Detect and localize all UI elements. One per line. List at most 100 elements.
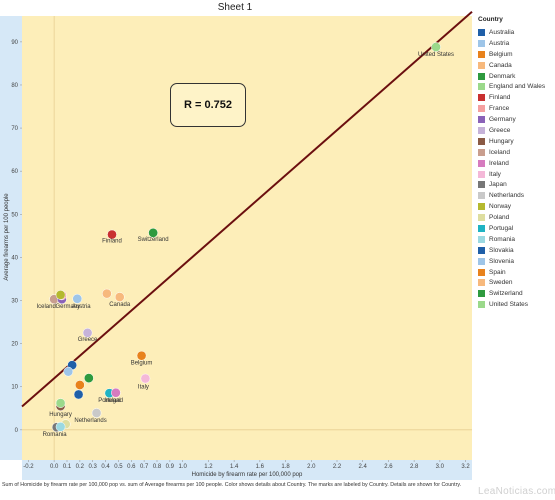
x-axis-band (22, 460, 472, 480)
point-label: Hungary (49, 412, 72, 418)
legend-label: Canada (489, 61, 512, 69)
legend-label: Netherlands (489, 192, 525, 200)
point-united-states[interactable] (431, 42, 441, 52)
x-tick-label: 0.2 (76, 464, 85, 470)
watermark: LeaNoticias.com (478, 486, 555, 497)
point-australia[interactable] (73, 389, 84, 400)
x-axis-ticks: -0.2 0.0 0.1 0.2 0.3 0.4 0.5 0.6 0.7 0.8 0.9 1.0 1.2… (23, 460, 470, 470)
legend-label: France (489, 105, 510, 113)
point-label: Austria (72, 304, 91, 310)
legend-swatch (478, 116, 485, 124)
legend-item[interactable]: Denmark (478, 71, 554, 82)
point-label: United States (418, 52, 454, 58)
legend-item[interactable]: Ireland (478, 158, 554, 169)
legend-label: Norway (489, 203, 512, 211)
point-slovenia[interactable] (63, 366, 74, 377)
x-tick-label: 2.2 (333, 464, 342, 470)
legend-swatch (478, 148, 485, 156)
point-denmark[interactable] (84, 373, 94, 383)
point-switzerland[interactable] (148, 227, 158, 238)
x-tick-label: 0.5 (114, 464, 123, 470)
legend-swatch (478, 39, 485, 47)
point-greece[interactable] (82, 327, 93, 338)
legend-item[interactable]: Romania (478, 234, 554, 245)
legend-label: Austria (489, 39, 510, 47)
x-tick-label: 0.8 (153, 464, 162, 470)
point-label: Romania (43, 432, 68, 438)
x-tick-label: 0.1 (63, 464, 72, 470)
legend-item[interactable]: Netherlands (478, 190, 554, 201)
legend-item[interactable]: France (478, 103, 554, 114)
legend-item[interactable]: Sweden (478, 277, 554, 288)
point-romania[interactable] (55, 421, 66, 432)
legend-label: Australia (489, 28, 515, 36)
x-tick-label: 0.4 (101, 464, 110, 470)
x-tick-label: 2.4 (359, 464, 368, 470)
legend-item[interactable]: Greece (478, 125, 554, 136)
point-label: Greece (78, 337, 98, 343)
y-tick-label: 50 (11, 212, 18, 218)
point-austria[interactable] (72, 293, 83, 304)
legend-item[interactable]: Italy (478, 169, 554, 180)
trend-line (21, 10, 473, 408)
point-canada[interactable] (114, 292, 125, 302)
legend-item[interactable]: Switzerland (478, 288, 554, 299)
legend-item[interactable]: Slovakia (478, 245, 554, 256)
legend-swatch (478, 170, 485, 178)
point-spain[interactable] (75, 380, 85, 390)
point-ireland[interactable] (111, 387, 121, 398)
point-england-and-wales[interactable] (55, 398, 66, 408)
x-tick-label: 0.6 (127, 464, 136, 470)
point-sweden[interactable] (102, 288, 112, 299)
legend-item[interactable]: Belgium (478, 49, 554, 60)
y-tick-label: 20 (11, 342, 18, 348)
legend-item[interactable]: Canada (478, 60, 554, 71)
point-label: Finland (102, 239, 122, 245)
legend-swatch (478, 159, 485, 167)
legend-label: United States (489, 301, 529, 309)
legend-swatch (478, 290, 485, 298)
legend-label: Switzerland (489, 290, 523, 298)
legend-swatch (478, 126, 485, 134)
legend-label: Spain (489, 268, 506, 276)
legend-item[interactable]: Poland (478, 212, 554, 223)
legend-swatch (478, 105, 485, 113)
legend-item[interactable]: Hungary (478, 136, 554, 147)
correlation-annotation: R = 0.752 (170, 83, 246, 127)
legend-label: Belgium (489, 50, 513, 58)
legend-item[interactable]: Slovenia (478, 256, 554, 267)
point-finland[interactable] (107, 229, 117, 240)
color-legend: Country Australia Austria Belgium Canada Den… (478, 16, 554, 310)
x-tick-label: 0.7 (140, 464, 149, 470)
point-netherlands[interactable] (91, 408, 102, 418)
legend-item[interactable]: Germany (478, 114, 554, 125)
legend-item[interactable]: Japan (478, 179, 554, 190)
sheet-title: Sheet 1 (217, 2, 253, 13)
point-label: Portugal (98, 398, 120, 404)
legend-item[interactable]: Spain (478, 267, 554, 278)
legend-swatch (478, 192, 485, 200)
legend-swatch (478, 50, 485, 58)
legend-swatch (478, 279, 485, 287)
points-layer (49, 42, 441, 433)
point-norway[interactable] (55, 290, 66, 300)
legend-label: Iceland (489, 148, 510, 156)
legend-items: Australia Austria Belgium Canada Denmark Engl… (478, 27, 554, 310)
point-belgium[interactable] (136, 350, 147, 361)
point-label: Netherlands (74, 418, 106, 424)
y-tick-label: 0 (15, 428, 19, 434)
legend-item[interactable]: England and Wales (478, 81, 554, 92)
legend-label: Germany (489, 116, 516, 124)
point-italy[interactable] (140, 373, 151, 384)
legend-item[interactable]: Iceland (478, 147, 554, 158)
x-tick-label: 3.0 (436, 464, 445, 470)
y-tick-label: 40 (11, 255, 18, 261)
legend-item[interactable]: Portugal (478, 223, 554, 234)
legend-item[interactable]: Austria (478, 38, 554, 49)
legend-item[interactable]: Australia (478, 27, 554, 38)
legend-item[interactable]: Finland (478, 92, 554, 103)
x-tick-label: 3.2 (461, 464, 470, 470)
x-tick-label: -0.2 (23, 464, 34, 470)
legend-item[interactable]: United States (478, 299, 554, 310)
legend-item[interactable]: Norway (478, 201, 554, 212)
